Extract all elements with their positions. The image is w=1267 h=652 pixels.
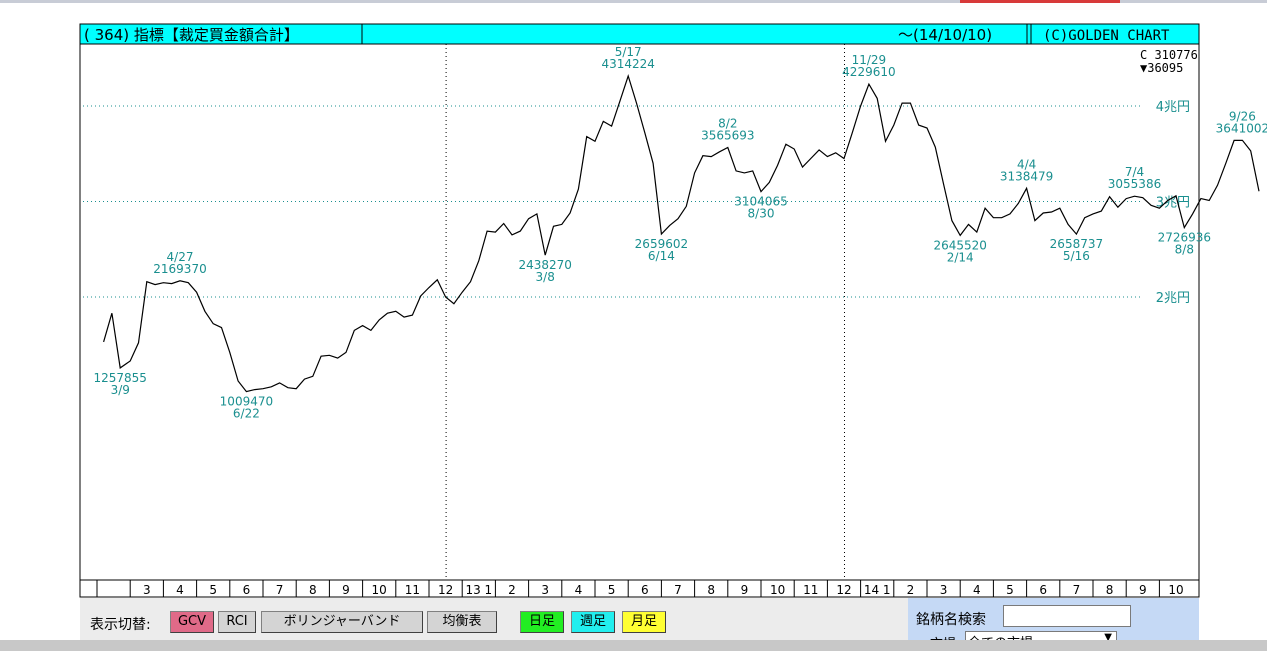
x-tick-label: 8	[309, 583, 317, 597]
search-label: 銘柄名検索	[916, 612, 986, 628]
rci-button[interactable]: RCI	[218, 611, 256, 633]
x-tick-label: 3	[143, 583, 151, 597]
legend-prev: ▼36095	[1140, 61, 1183, 75]
x-tick-label: 3	[940, 583, 948, 597]
x-tick-label: 7	[1073, 583, 1081, 597]
bollinger-band-button[interactable]: ボリンジャーバンド	[261, 611, 423, 633]
chart-header-title: ( 364) 指標【裁定買金額合計】	[84, 26, 299, 44]
x-tick-label: 4	[176, 583, 184, 597]
series-line	[103, 74, 1260, 393]
y-tick-label: 3兆円	[1156, 196, 1190, 211]
x-tick-label: 9	[342, 583, 350, 597]
x-tick-label: 3	[541, 583, 549, 597]
x-tick-label: 6	[1039, 583, 1047, 597]
x-tick-label: 5	[1006, 583, 1014, 597]
data-label: 3138479	[1000, 169, 1053, 183]
data-label: 4/27	[167, 250, 194, 264]
data-label: 3/9	[111, 383, 130, 397]
x-tick-label: 11	[803, 583, 818, 597]
data-label: 4229610	[842, 65, 895, 79]
x-tick-label: 2	[907, 583, 915, 597]
x-tick-label: 8	[707, 583, 715, 597]
x-tick-label: 9	[741, 583, 749, 597]
data-label: 2659602	[635, 237, 688, 251]
x-tick-label: 10	[1168, 583, 1183, 597]
data-label: 2645520	[933, 238, 986, 252]
x-tick-label: 10	[372, 583, 387, 597]
data-label: 8/2	[718, 116, 737, 130]
data-label: 9/26	[1229, 109, 1256, 123]
x-tick-label: 7	[674, 583, 682, 597]
x-tick-label: 4	[973, 583, 981, 597]
data-label: 5/16	[1063, 249, 1090, 263]
search-panel: 銘柄名検索 市場 全ての市場▼	[908, 598, 1199, 652]
data-label: 1257855	[94, 371, 147, 385]
top-strip	[0, 0, 1267, 3]
data-label: 3104065	[734, 195, 787, 209]
y-tick-label: 2兆円	[1156, 291, 1190, 306]
x-tick-label: 6	[641, 583, 649, 597]
y-tick-label: 4兆円	[1156, 100, 1190, 115]
x-tick-label: 10	[770, 583, 785, 597]
x-tick-label: 13 1	[465, 583, 492, 597]
x-tick-label: 5	[209, 583, 217, 597]
x-tick-label: 5	[608, 583, 616, 597]
data-label: 5/17	[615, 45, 642, 59]
x-tick-label: 11	[405, 583, 420, 597]
top-strip-accent	[960, 0, 1120, 3]
data-label: 8/8	[1175, 243, 1194, 257]
plot-frame	[79, 43, 1200, 598]
monthly-button[interactable]: 月足	[622, 611, 666, 633]
x-tick-label: 14 1	[864, 583, 891, 597]
weekly-button[interactable]: 週足	[571, 611, 615, 633]
data-label: 3641002	[1216, 121, 1267, 135]
data-label: 4314224	[601, 57, 654, 71]
ichimoku-button[interactable]: 均衡表	[427, 611, 497, 633]
gcv-button[interactable]: GCV	[170, 611, 214, 633]
x-tick-label: 9	[1139, 583, 1147, 597]
data-label: 3055386	[1108, 177, 1161, 191]
x-tick-label: 8	[1106, 583, 1114, 597]
bottom-bar	[0, 640, 1267, 651]
data-label: 2438270	[518, 258, 571, 272]
data-label: 7/4	[1125, 165, 1144, 179]
data-label: 2169370	[153, 262, 206, 276]
data-label: 3565693	[701, 128, 754, 142]
chevron-down-icon: ▼	[1104, 632, 1112, 643]
x-tick-label: 6	[243, 583, 251, 597]
data-label: 11/29	[852, 53, 887, 67]
data-label: 6/22	[233, 407, 260, 421]
x-tick-label: 2	[508, 583, 516, 597]
chart: 4兆円 3兆円 2兆円 3 4 5 6 7 8 9 10 11 12 13 1 2 3 4 5 6 7 8 9 10 11 12…	[79, 23, 1267, 598]
chart-header-date: 〜(14/10/10)	[898, 26, 992, 44]
stock-search-input[interactable]	[1003, 605, 1131, 627]
switch-label: 表示切替:	[90, 617, 151, 633]
daily-button[interactable]: 日足	[520, 611, 564, 633]
data-label: 2658737	[1050, 237, 1103, 251]
data-label: 6/14	[648, 249, 675, 263]
data-label: 4/4	[1017, 157, 1036, 171]
legend-current: C 310776	[1140, 48, 1198, 62]
x-tick-label: 12	[836, 583, 851, 597]
x-tick-label: 12	[438, 583, 453, 597]
x-tick-label: 7	[276, 583, 284, 597]
x-tick-label: 4	[575, 583, 583, 597]
chart-header-source: (C)GOLDEN CHART	[1043, 28, 1170, 44]
data-label: 1009470	[220, 395, 273, 409]
data-label: 8/30	[748, 207, 775, 221]
data-label: 2726936	[1158, 231, 1211, 245]
data-label: 2/14	[947, 250, 974, 264]
data-label: 3/8	[536, 270, 555, 284]
